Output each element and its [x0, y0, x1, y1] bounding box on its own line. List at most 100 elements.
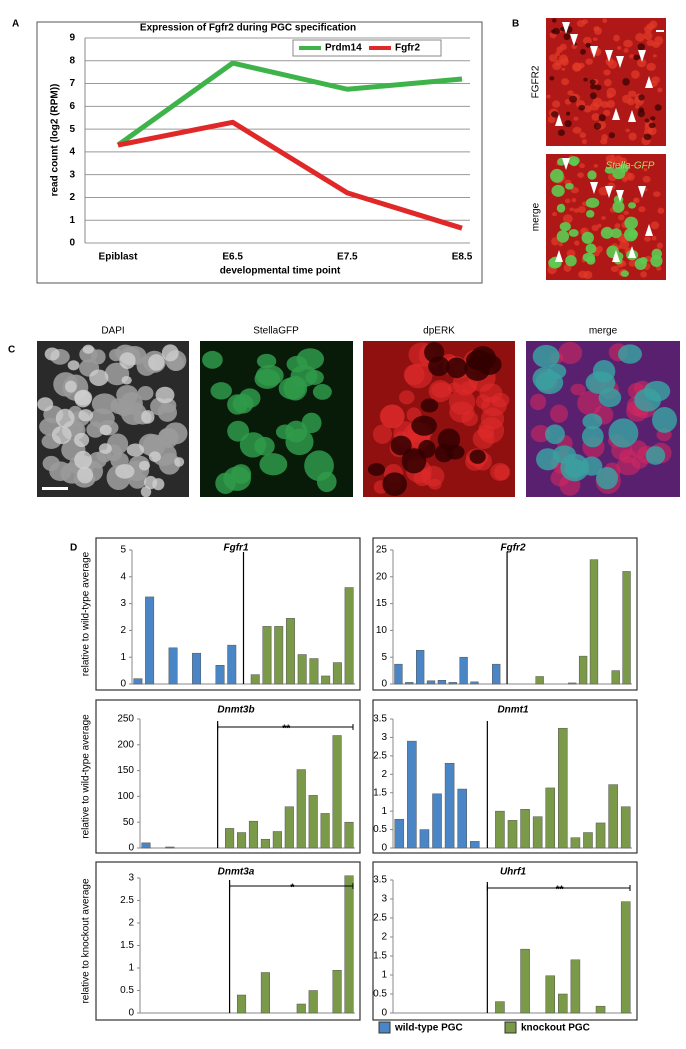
bar	[583, 832, 593, 849]
cell	[565, 255, 577, 267]
bar	[262, 626, 272, 685]
cell	[643, 133, 652, 141]
cell	[623, 48, 629, 53]
cell	[646, 62, 656, 71]
cell	[579, 163, 585, 169]
cell	[580, 48, 586, 55]
cell	[589, 79, 596, 85]
cell	[656, 242, 663, 249]
cell	[581, 425, 604, 448]
cell	[37, 397, 54, 412]
bar	[236, 994, 247, 1014]
cell	[598, 186, 609, 196]
bar	[332, 970, 342, 1014]
legend-label: wild-type PGC	[394, 1023, 463, 1034]
bar	[321, 675, 331, 685]
cell	[238, 388, 261, 408]
y-tick-label: 9	[69, 33, 75, 44]
y-tick-label: 1.5	[373, 951, 387, 962]
legend-swatch	[378, 1021, 391, 1034]
bar	[595, 822, 606, 849]
cell	[646, 23, 655, 30]
y-tick-label: 5	[120, 545, 126, 556]
cell	[633, 197, 640, 204]
cell	[296, 348, 325, 370]
cell	[577, 206, 586, 213]
cell	[623, 39, 633, 48]
cell	[610, 265, 619, 273]
cell	[552, 18, 557, 23]
cell	[586, 210, 595, 218]
cell	[399, 390, 415, 405]
cell	[143, 475, 158, 490]
bar	[448, 682, 457, 685]
y-axis-label: relative to knockout average	[81, 878, 92, 1004]
y-tick-label: 3.5	[373, 714, 387, 725]
cell	[475, 394, 491, 409]
bar	[620, 901, 631, 1014]
cell	[587, 170, 597, 180]
cell	[635, 104, 640, 109]
cell	[121, 375, 132, 385]
cell	[571, 197, 577, 203]
cell	[51, 425, 72, 445]
y-tick-label: 7	[69, 78, 75, 89]
cell	[644, 118, 650, 123]
bar	[407, 740, 417, 849]
cell	[654, 36, 664, 46]
cell	[546, 94, 551, 99]
cell	[564, 120, 572, 128]
cell	[290, 365, 318, 387]
cell	[629, 440, 648, 459]
cell	[570, 383, 586, 396]
cell	[637, 109, 645, 118]
cell	[551, 237, 560, 246]
cell	[585, 58, 593, 65]
cell	[74, 432, 90, 448]
y-tick-label: 6	[69, 101, 75, 112]
cells	[37, 341, 677, 498]
cell	[570, 186, 579, 194]
x-tick-label: E8.5	[452, 252, 473, 263]
cell	[552, 211, 558, 217]
cell	[591, 113, 600, 121]
bar	[405, 682, 414, 685]
bar	[297, 654, 307, 685]
cell	[570, 159, 579, 167]
cell	[635, 33, 645, 42]
cell	[579, 132, 587, 139]
legend-label: knockout PGC	[521, 1023, 590, 1034]
y-tick-label: 1.5	[120, 940, 134, 951]
y-tick-label: 1	[128, 963, 134, 974]
cell	[532, 344, 560, 368]
cell	[610, 154, 615, 159]
x-tick-label: E7.5	[337, 252, 358, 263]
cell	[600, 227, 614, 239]
bar	[608, 784, 618, 849]
cell	[657, 87, 663, 93]
cell	[401, 448, 427, 474]
y-tick-label: 1	[120, 652, 126, 663]
cell	[550, 111, 559, 118]
significance-label: **	[282, 724, 290, 735]
cell	[638, 206, 646, 213]
cell	[560, 57, 569, 66]
bar	[558, 727, 568, 849]
cell	[312, 384, 332, 400]
cell	[580, 456, 603, 476]
cell	[594, 84, 602, 91]
bar	[308, 990, 318, 1014]
cell	[569, 95, 577, 103]
bar	[570, 959, 581, 1014]
cell	[606, 100, 616, 109]
bar	[344, 587, 354, 685]
y-tick-label: 2	[381, 932, 387, 943]
y-tick-label: 0.5	[373, 824, 387, 835]
cell	[592, 37, 598, 41]
bar	[495, 810, 505, 849]
bar	[248, 820, 259, 849]
bar	[507, 820, 518, 849]
cell	[593, 122, 602, 130]
scale-bar	[42, 487, 68, 490]
cell	[536, 448, 560, 471]
